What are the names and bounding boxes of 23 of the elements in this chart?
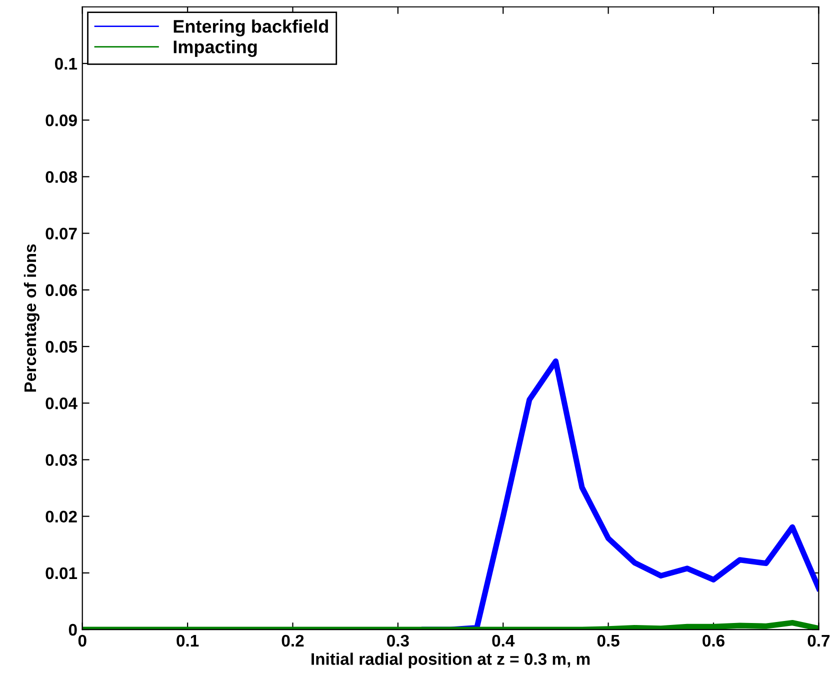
y-tick-label: 0.09 [46,114,77,126]
y-tick-label: 0.08 [46,171,77,183]
y-tick-label: 0.05 [46,340,78,353]
y-tick-label: 0.06 [46,284,77,296]
y-tick-label: 0.03 [46,454,77,466]
y-tick-label: 0.04 [46,398,78,410]
x-axis-title: Initial radial position at z = 0.3 m, m [312,652,590,668]
x-tick-label: 0.4 [492,634,515,647]
y-tick-label: 0.02 [46,510,77,523]
y-axis-title: Percentage of ions [24,244,40,392]
legend-label: Impacting [174,40,257,57]
y-tick-label: 0.1 [55,58,78,70]
y-tick-label: 0 [68,624,77,636]
y-tick-label: 0.01 [46,567,78,580]
x-tick-label: 0.2 [282,634,304,647]
legend-label: Entering backfield [174,20,328,36]
x-tick-label: 0 [78,634,86,647]
x-tick-label: 0.7 [808,634,830,647]
x-tick-label: 0.5 [597,634,620,647]
x-tick-label: 0.1 [176,634,199,647]
x-tick-label: 0.3 [387,634,409,647]
y-tick-label: 0.07 [46,228,77,240]
x-tick-label: 0.6 [702,634,724,647]
